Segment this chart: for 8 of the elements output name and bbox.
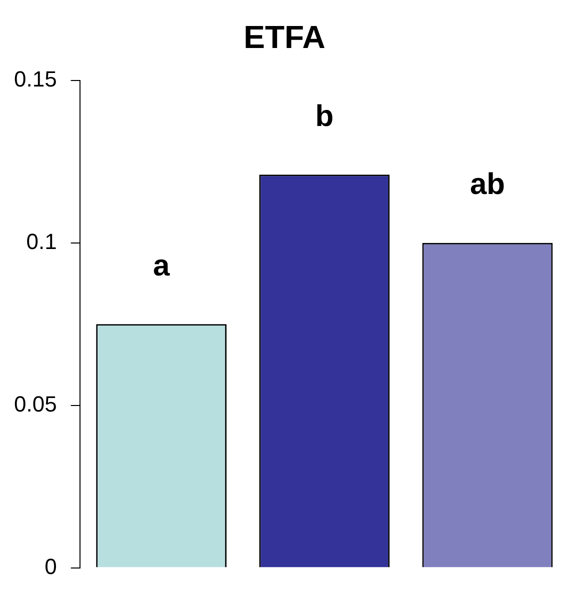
- y-tick-label: 0: [44, 554, 57, 579]
- annotation: a: [153, 249, 170, 282]
- y-tick-label: 0.1: [26, 228, 57, 254]
- annotation: ab: [470, 168, 505, 202]
- annotation: b: [315, 100, 334, 133]
- chart-title: ETFA: [244, 19, 326, 56]
- y-tick-label: 0.15: [14, 66, 57, 92]
- y-tick-label: 0.05: [14, 391, 57, 416]
